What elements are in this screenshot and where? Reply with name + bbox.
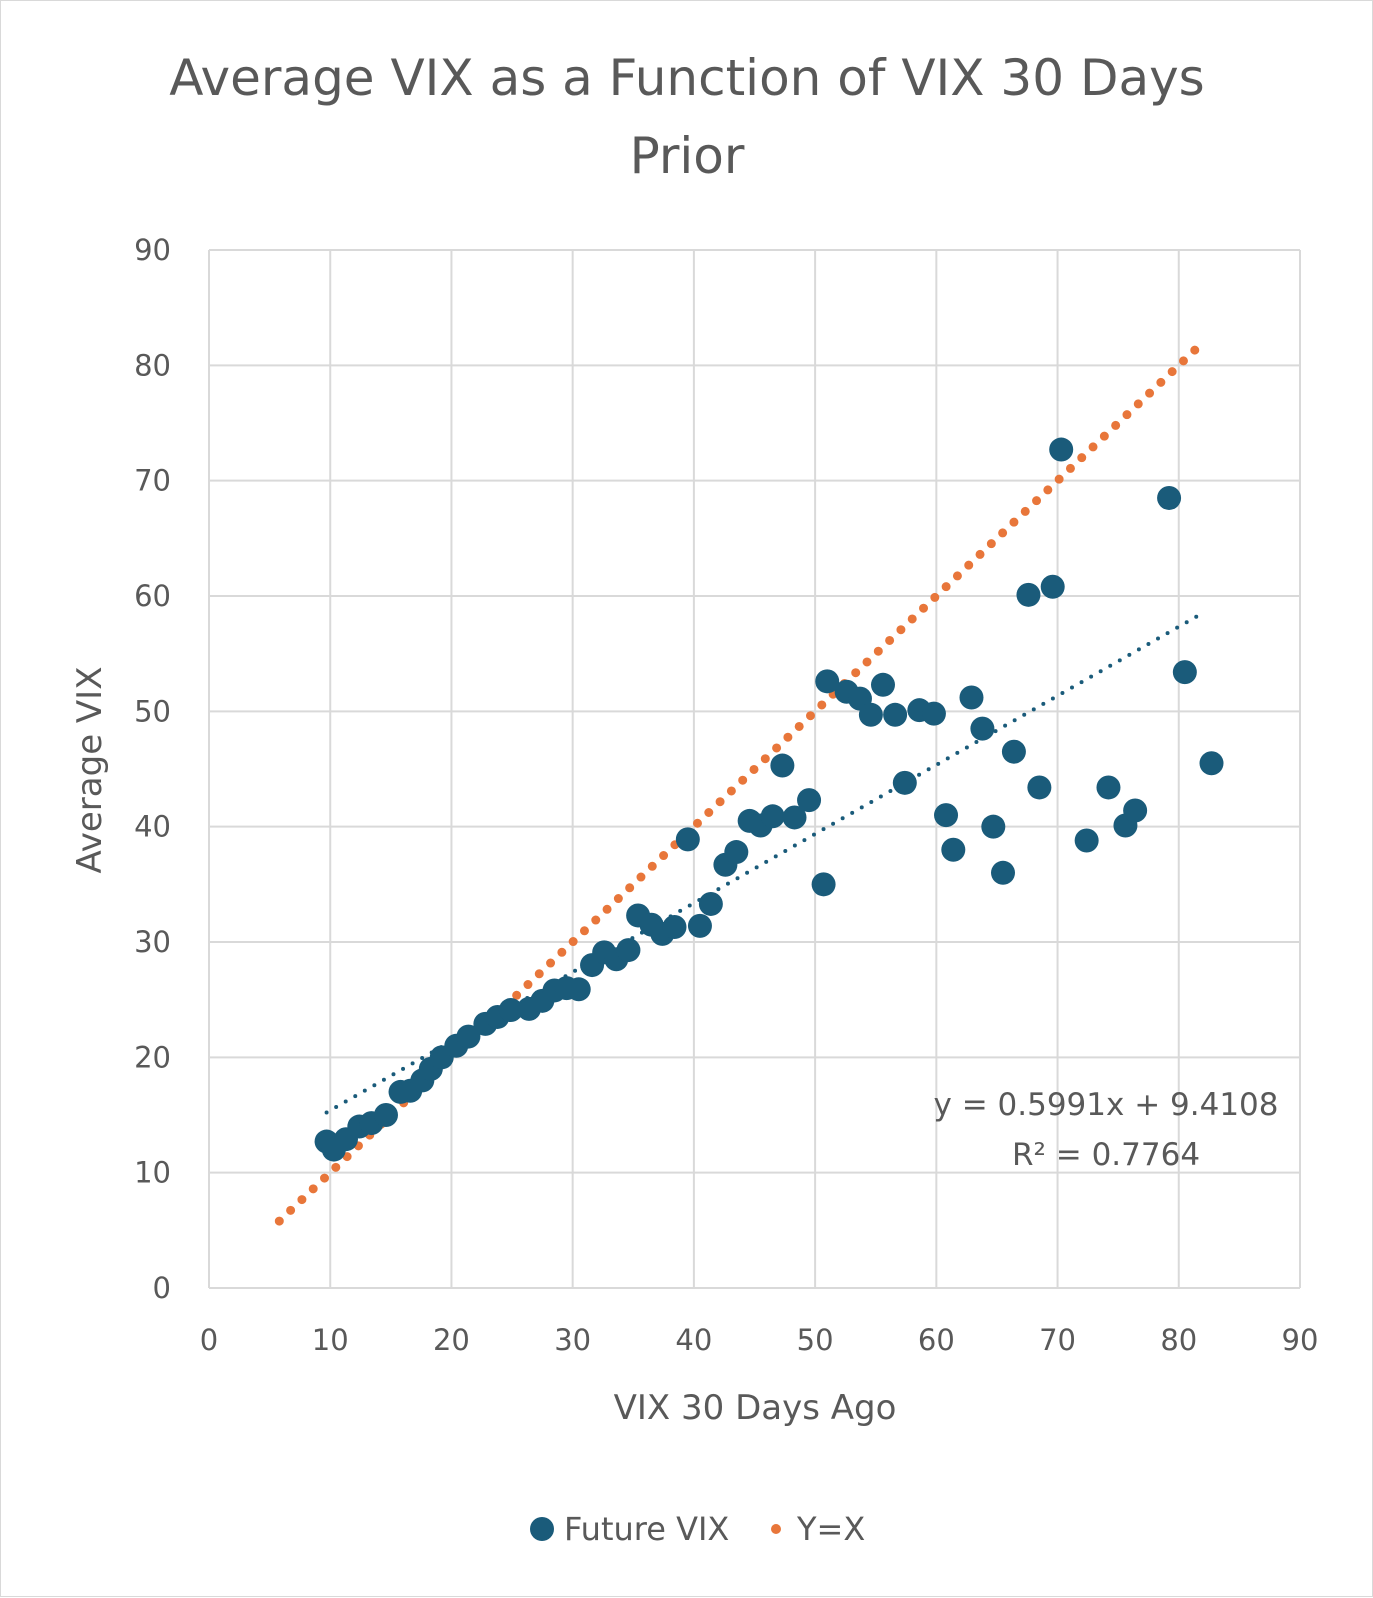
data-point bbox=[456, 1024, 481, 1049]
x-tick-label: 70 bbox=[1039, 1323, 1076, 1357]
data-point bbox=[616, 938, 641, 963]
data-point bbox=[1123, 798, 1148, 823]
data-point bbox=[675, 827, 700, 852]
y-tick-label: 0 bbox=[153, 1271, 171, 1305]
data-point bbox=[1074, 828, 1099, 853]
data-point bbox=[498, 998, 523, 1023]
data-point bbox=[1096, 775, 1121, 800]
x-tick-label: 20 bbox=[433, 1323, 470, 1357]
data-point bbox=[981, 814, 1006, 839]
trendline bbox=[324, 609, 1208, 1115]
x-tick-label: 10 bbox=[312, 1323, 349, 1357]
data-point bbox=[970, 716, 995, 741]
chart-title-line-1: Average VIX as a Function of VIX 30 Days bbox=[169, 49, 1204, 107]
data-point bbox=[566, 977, 591, 1002]
x-tick-label: 60 bbox=[918, 1323, 955, 1357]
y-tick-label: 80 bbox=[134, 348, 171, 382]
data-point bbox=[883, 702, 908, 727]
x-axis-ticks: 0 10 20 30 40 50 60 70 80 90 bbox=[200, 1323, 1319, 1357]
data-point bbox=[991, 860, 1016, 885]
data-point bbox=[1040, 574, 1065, 599]
y-tick-label: 20 bbox=[134, 1040, 171, 1074]
trendline-equation: y = 0.5991x + 9.4108 bbox=[934, 1087, 1279, 1123]
y-tick-label: 10 bbox=[134, 1156, 171, 1190]
data-point bbox=[1157, 485, 1182, 510]
data-point bbox=[724, 840, 749, 865]
legend-marker-future-vix bbox=[530, 1517, 554, 1541]
trendline-r-squared: R² = 0.7764 bbox=[1012, 1137, 1200, 1173]
legend-marker-y-equals-x bbox=[771, 1524, 781, 1534]
data-point bbox=[698, 891, 723, 916]
x-tick-label: 50 bbox=[797, 1323, 834, 1357]
y-tick-label: 40 bbox=[134, 810, 171, 844]
y-tick-label: 60 bbox=[134, 579, 171, 613]
legend-label-y-equals-x: Y=X bbox=[796, 1510, 865, 1548]
trendline-future-vix bbox=[324, 609, 1208, 1115]
y-tick-label: 30 bbox=[134, 925, 171, 959]
series-future-vix bbox=[314, 437, 1224, 1162]
legend: Future VIX Y=X bbox=[530, 1510, 865, 1548]
legend-label-future-vix: Future VIX bbox=[564, 1510, 729, 1548]
y-tick-label: 50 bbox=[134, 694, 171, 728]
x-tick-label: 0 bbox=[200, 1323, 218, 1357]
data-point bbox=[1199, 751, 1224, 776]
x-tick-label: 80 bbox=[1160, 1323, 1197, 1357]
x-tick-label: 90 bbox=[1282, 1323, 1319, 1357]
data-point bbox=[782, 805, 807, 830]
data-point bbox=[941, 837, 966, 862]
y-axis-ticks: 0 10 20 30 40 50 60 70 80 90 bbox=[134, 233, 171, 1305]
data-point bbox=[959, 685, 984, 710]
x-tick-label: 40 bbox=[675, 1323, 712, 1357]
x-tick-label: 30 bbox=[554, 1323, 591, 1357]
y-equals-x-line bbox=[274, 335, 1210, 1226]
data-point bbox=[760, 804, 785, 829]
data-point bbox=[1049, 437, 1074, 462]
series-y-equals-x bbox=[274, 335, 1210, 1226]
data-point bbox=[797, 788, 822, 813]
y-tick-label: 70 bbox=[134, 464, 171, 498]
y-axis-title: Average VIX bbox=[70, 666, 110, 873]
x-axis-title: VIX 30 Days Ago bbox=[614, 1388, 897, 1428]
data-point bbox=[815, 669, 840, 694]
data-point bbox=[373, 1103, 398, 1127]
data-point bbox=[934, 803, 959, 828]
data-point bbox=[870, 672, 895, 697]
data-point bbox=[921, 701, 946, 726]
data-point bbox=[1016, 582, 1041, 607]
data-point bbox=[1027, 775, 1052, 800]
data-point bbox=[1172, 660, 1197, 685]
data-point bbox=[858, 702, 883, 727]
data-point bbox=[687, 913, 712, 938]
chart-title-line-2: Prior bbox=[630, 127, 745, 185]
data-point bbox=[770, 753, 795, 778]
data-point bbox=[662, 915, 687, 940]
data-point bbox=[1001, 739, 1026, 764]
data-point bbox=[892, 770, 917, 795]
data-point bbox=[811, 872, 836, 897]
y-tick-label: 90 bbox=[134, 233, 171, 267]
gridlines bbox=[208, 249, 1301, 1289]
